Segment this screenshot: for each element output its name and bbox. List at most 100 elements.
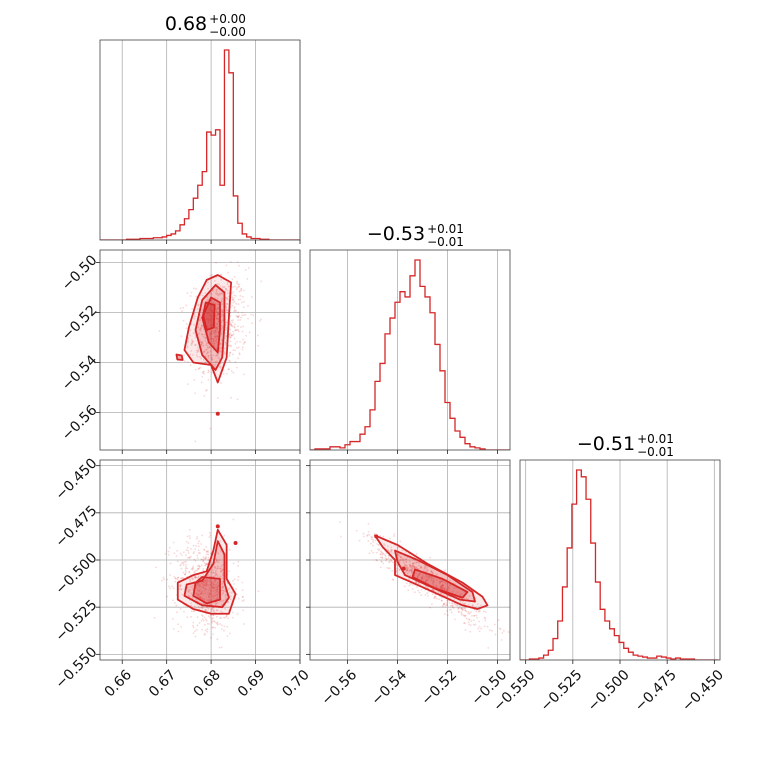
sample-point [199, 366, 202, 369]
sample-point [387, 557, 390, 560]
sample-point [420, 594, 423, 596]
sample-point [209, 314, 212, 317]
sample-point [198, 552, 200, 554]
sample-point [388, 551, 391, 553]
sample-point [384, 554, 386, 556]
sample-point [376, 548, 379, 551]
sample-point [201, 325, 203, 327]
sample-point [199, 593, 202, 595]
sample-point [440, 580, 443, 583]
sample-point [187, 542, 190, 544]
sample-point [194, 559, 197, 562]
sample-point [222, 285, 225, 288]
sample-point [191, 587, 194, 590]
sample-point [410, 572, 413, 574]
sample-point [425, 580, 428, 582]
sample-point [412, 583, 414, 586]
sample-point [214, 573, 217, 576]
sample-point [188, 589, 190, 592]
sample-point [397, 554, 399, 557]
sample-point [227, 368, 230, 370]
sample-point [211, 342, 214, 344]
sample-point [424, 567, 427, 569]
sample-point [187, 590, 190, 593]
sample-point [217, 320, 220, 323]
sample-point [220, 604, 223, 606]
sample-point [379, 534, 381, 537]
sample-point [213, 609, 215, 612]
sample-point [443, 613, 446, 615]
sample-point [212, 633, 215, 636]
sample-point [215, 337, 218, 340]
sample-point [181, 310, 184, 312]
sample-point [172, 627, 175, 630]
sample-point [212, 575, 215, 578]
sample-point [445, 589, 448, 592]
sample-point [435, 573, 438, 576]
sample-point [210, 310, 213, 313]
sample-point [441, 580, 444, 583]
sample-point [408, 563, 411, 566]
sample-point [207, 553, 210, 556]
sample-point [200, 606, 203, 608]
sample-point [218, 576, 221, 579]
sample-point [180, 588, 183, 591]
y-tick-label-p2-1: −0.525 [53, 597, 101, 645]
sample-point [229, 261, 232, 263]
sample-point [193, 551, 195, 553]
sample-point [197, 542, 200, 545]
sample-point [212, 614, 215, 617]
sample-point [175, 555, 178, 558]
sample-point [202, 335, 205, 338]
sample-point [217, 294, 220, 297]
sample-point [189, 364, 192, 367]
sample-point [189, 589, 192, 591]
sample-point [230, 319, 233, 322]
sample-point [228, 570, 230, 573]
sample-point [425, 568, 428, 571]
sample-point [209, 306, 212, 309]
sample-point [211, 358, 214, 361]
sample-point [189, 528, 191, 531]
sample-point [213, 302, 216, 305]
sample-point [377, 544, 380, 547]
sample-point [385, 558, 388, 560]
sample-point [483, 625, 486, 628]
sample-point [239, 318, 242, 321]
sample-point [205, 582, 208, 585]
sample-point [209, 588, 212, 591]
sample-point [204, 337, 206, 340]
sample-point [210, 333, 212, 336]
sample-point [184, 573, 187, 575]
sample-point [158, 330, 161, 333]
sample-point [214, 589, 217, 592]
sample-point [469, 630, 472, 633]
sample-point [467, 612, 470, 615]
sample-point [398, 568, 401, 571]
sample-point [398, 560, 401, 563]
sample-point [468, 623, 471, 626]
sample-point [362, 532, 365, 535]
sample-point [405, 568, 408, 571]
sample-point [212, 614, 214, 617]
sample-point [210, 338, 213, 340]
sample-point [235, 329, 238, 331]
sample-point [429, 606, 431, 609]
sample-point [410, 566, 412, 569]
sample-point [408, 569, 411, 572]
sample-point [178, 579, 180, 582]
sample-point [194, 569, 197, 572]
sample-point [207, 599, 210, 601]
sample-point [229, 332, 232, 335]
sample-point [213, 595, 216, 598]
sample-point [420, 578, 423, 580]
sample-point [225, 297, 228, 300]
sample-point [457, 610, 460, 613]
sample-point [162, 576, 165, 579]
sample-point [186, 345, 189, 348]
sample-point [241, 348, 244, 351]
sample-point [450, 611, 453, 614]
sample-point [446, 599, 449, 602]
sample-point [216, 298, 219, 301]
sample-point [171, 585, 173, 588]
